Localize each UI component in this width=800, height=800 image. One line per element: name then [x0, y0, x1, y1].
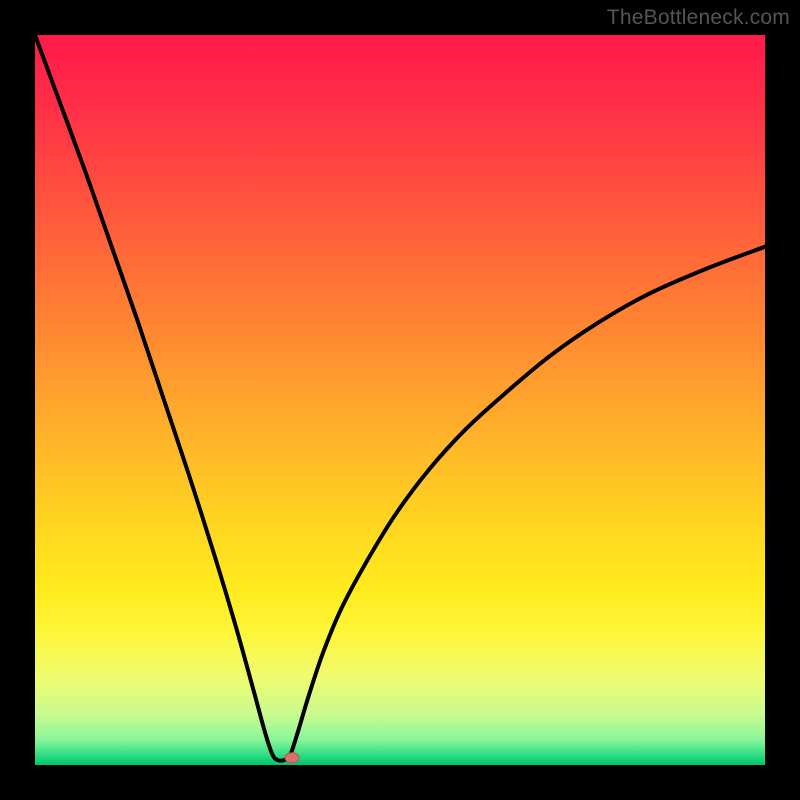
watermark-text: TheBottleneck.com: [607, 6, 790, 30]
bottleneck-chart: [0, 0, 800, 800]
chart-container: TheBottleneck.com: [0, 0, 800, 800]
plot-background: [35, 35, 765, 765]
current-config-marker: [285, 753, 299, 763]
